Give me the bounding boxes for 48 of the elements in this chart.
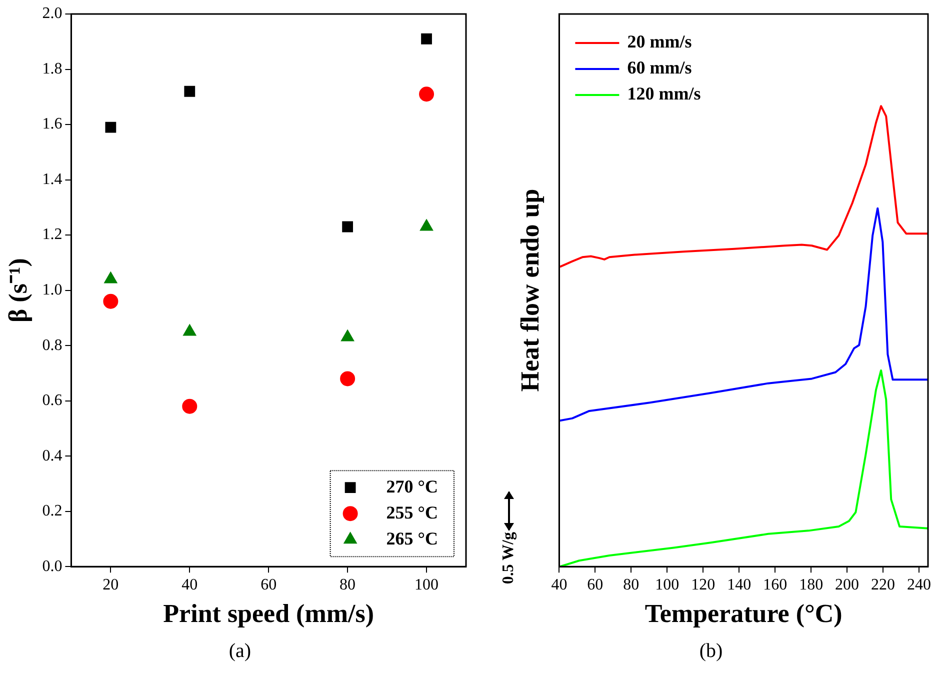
x-axis-title: Print speed (mm/s) [163, 599, 374, 628]
x-axis-title: Temperature (°C) [644, 599, 842, 628]
y-tick-label: 0.0 [42, 558, 62, 575]
y-tick-label: 1.0 [42, 282, 62, 299]
x-tick-label: 40 [551, 576, 568, 594]
x-tick-label: 20 [102, 576, 119, 594]
legend-label: 265 °C [386, 528, 438, 548]
x-tick-label: 60 [260, 576, 277, 594]
y-tick-label: 1.6 [42, 116, 62, 133]
point [105, 122, 116, 133]
y-axis-title: β (s⁻¹) [3, 258, 32, 323]
x-tick-label: 200 [835, 576, 860, 594]
x-tick-label: 220 [871, 576, 896, 594]
point [419, 86, 434, 102]
legend-label: 270 °C [386, 476, 438, 496]
point [184, 86, 196, 97]
y-tick-label: 2.0 [42, 5, 62, 22]
x-tick-label: 180 [799, 576, 824, 594]
y-tick-label: 0.6 [42, 392, 62, 410]
x-tick-label: 160 [763, 576, 788, 594]
x-tick-label: 40 [182, 576, 198, 594]
text: (b) [698, 640, 724, 663]
x-tick-label: 80 [340, 576, 356, 594]
legend-label: 120 mm/s [627, 84, 701, 104]
y-tick-label: 1.4 [42, 170, 62, 188]
y-axis-title: Heat flow endo up [515, 188, 544, 392]
y-tick-label: 1.8 [42, 60, 62, 78]
text: 0.5 W/g [500, 532, 518, 584]
point [340, 371, 356, 386]
point [421, 33, 432, 44]
text: (a) [228, 640, 252, 663]
x-tick-label: 60 [587, 576, 604, 594]
x-tick-label: 80 [623, 576, 640, 594]
y-tick-label: 0.4 [42, 447, 62, 464]
point [182, 398, 198, 414]
x-tick-label: 100 [655, 576, 680, 594]
point [103, 294, 118, 309]
legend-label: 60 mm/s [627, 58, 692, 78]
y-tick-label: 0.2 [42, 502, 62, 520]
x-tick-label: 100 [414, 576, 439, 594]
legend-label: 20 mm/s [627, 32, 692, 52]
point [342, 221, 354, 232]
x-tick-label: 240 [907, 576, 932, 594]
legend-label: 255 °C [386, 502, 438, 522]
x-tick-label: 140 [727, 576, 752, 594]
y-tick-label: 1.2 [42, 226, 62, 244]
x-tick-label: 120 [691, 576, 716, 594]
y-tick-label: 0.8 [42, 336, 62, 354]
